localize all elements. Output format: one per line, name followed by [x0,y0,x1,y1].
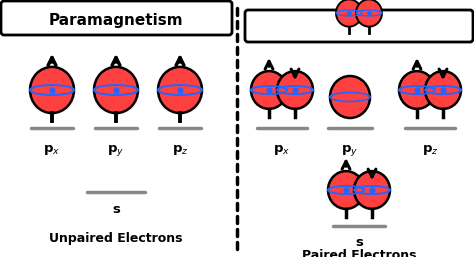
Ellipse shape [356,0,382,27]
Text: p$_y$: p$_y$ [341,143,359,158]
Ellipse shape [330,76,370,118]
Ellipse shape [30,67,74,113]
Text: Paramagnetism: Paramagnetism [49,13,183,27]
Ellipse shape [336,0,362,27]
Text: p$_z$: p$_z$ [172,143,188,157]
Ellipse shape [354,171,390,209]
FancyBboxPatch shape [245,10,473,42]
Text: p$_x$: p$_x$ [44,143,61,157]
Ellipse shape [277,71,313,109]
Text: s: s [355,236,363,249]
Text: s: s [112,203,120,216]
Text: Unpaired Electrons: Unpaired Electrons [49,232,183,245]
Text: p$_z$: p$_z$ [422,143,438,157]
Text: Diamagnetism: Diamagnetism [297,21,421,35]
Text: p$_y$: p$_y$ [108,143,125,158]
Ellipse shape [158,67,202,113]
Text: Paired Electrons: Paired Electrons [302,249,416,257]
Ellipse shape [425,71,461,109]
FancyBboxPatch shape [1,1,232,35]
Ellipse shape [251,71,287,109]
Ellipse shape [328,171,364,209]
Ellipse shape [399,71,435,109]
Text: p$_x$: p$_x$ [273,143,291,157]
Ellipse shape [94,67,138,113]
